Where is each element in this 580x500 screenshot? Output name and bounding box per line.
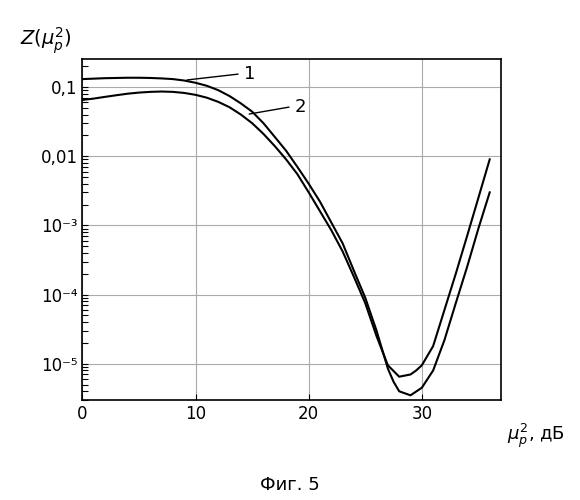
Text: Фиг. 5: Фиг. 5	[260, 476, 320, 494]
Text: 1: 1	[244, 65, 256, 83]
Text: 2: 2	[295, 98, 307, 116]
Text: $\mu^2_p$, дБ: $\mu^2_p$, дБ	[507, 422, 564, 450]
Text: $Z(\mu^2_p)$: $Z(\mu^2_p)$	[20, 26, 71, 56]
